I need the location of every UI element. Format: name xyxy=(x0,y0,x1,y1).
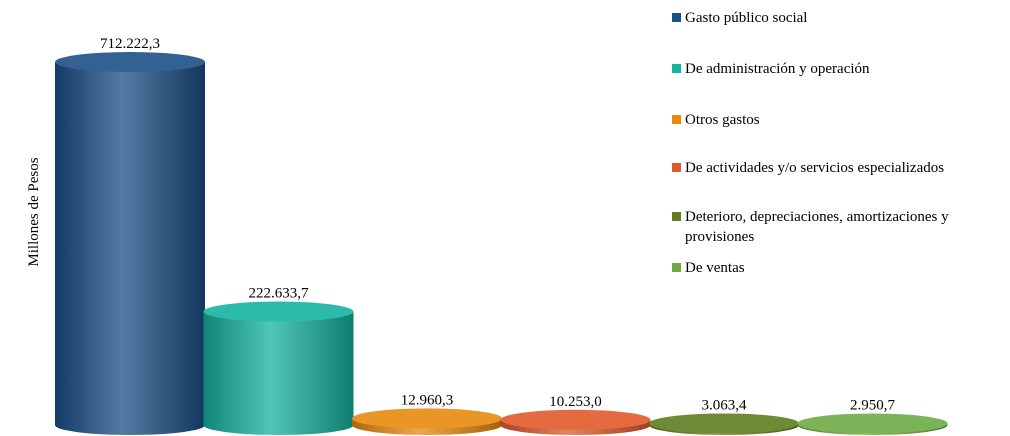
legend-swatch xyxy=(672,64,681,73)
y-axis-label: Millones de Pesos xyxy=(26,157,42,266)
data-label: 3.063,4 xyxy=(702,397,748,413)
bar-top xyxy=(500,409,651,430)
legend-swatch xyxy=(672,263,681,272)
data-label: 10.253,0 xyxy=(549,394,602,410)
legend-swatch xyxy=(672,115,681,124)
legend-label: De actividades y/o servicios especializa… xyxy=(685,160,945,176)
legend-label: Gasto público social xyxy=(685,10,808,26)
legend-swatch xyxy=(672,13,681,22)
legend-label: Deterioro, depreciaciones, amortizacione… xyxy=(685,209,949,245)
legend-label: De administración y operación xyxy=(685,61,870,77)
data-label: 222.633,7 xyxy=(249,286,310,302)
bar xyxy=(55,62,205,425)
legend-item: De administración y operación xyxy=(672,59,1002,79)
legend-item: De ventas xyxy=(672,258,1002,278)
legend-item: Otros gastos xyxy=(672,110,1002,130)
bar-top xyxy=(55,52,205,72)
legend-label: De ventas xyxy=(685,260,745,276)
bar-top xyxy=(352,408,502,429)
bar-top xyxy=(797,413,948,434)
legend-item: Gasto público social xyxy=(672,8,1002,28)
legend-label: Otros gastos xyxy=(685,112,760,128)
legend-item: De actividades y/o servicios especializa… xyxy=(672,158,1002,178)
bar xyxy=(203,311,354,425)
data-label: 2.950,7 xyxy=(850,397,896,413)
bar-top xyxy=(649,413,799,434)
bar-top xyxy=(203,301,354,322)
legend-item: Deterioro, depreciaciones, amortizacione… xyxy=(672,207,1002,247)
data-label: 712.222,3 xyxy=(100,36,160,52)
legend-swatch xyxy=(672,212,681,221)
data-label: 12.960,3 xyxy=(401,392,454,408)
legend-swatch xyxy=(672,163,681,172)
